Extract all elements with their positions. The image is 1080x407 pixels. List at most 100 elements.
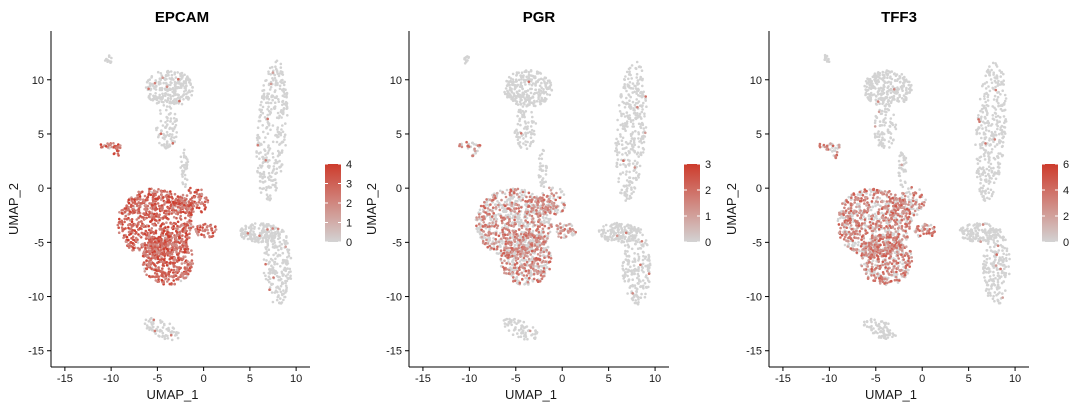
cell-point (639, 90, 643, 94)
cell-point (147, 87, 150, 91)
cell-point (188, 232, 191, 235)
cell-point (175, 227, 179, 230)
cell-point (637, 173, 640, 177)
cell-point (269, 229, 273, 232)
cell-point (604, 231, 607, 235)
cell-point (540, 99, 543, 103)
cell-point (276, 111, 280, 115)
cell-point (273, 291, 277, 294)
cell-point (507, 232, 511, 235)
cell-point (264, 136, 267, 139)
cell-point (255, 136, 259, 140)
cell-point (506, 237, 509, 240)
cell-point (145, 324, 149, 327)
cell-point (261, 161, 265, 165)
cell-point (156, 197, 159, 201)
cell-point (179, 211, 183, 214)
cell-point (531, 140, 535, 143)
cell-point (157, 235, 161, 239)
cell-point (159, 98, 162, 101)
cell-point (531, 326, 535, 329)
cell-point (515, 261, 519, 265)
cell-point (184, 167, 187, 171)
cell-point (156, 255, 159, 259)
cell-point (495, 191, 499, 195)
x-axis-title: UMAP_1 (146, 387, 198, 402)
cell-point (467, 55, 471, 59)
cell-point (505, 262, 509, 265)
cell-point (267, 83, 271, 87)
cell-point (618, 110, 622, 113)
cell-point (285, 259, 289, 262)
cell-point (160, 193, 163, 196)
cell-point (507, 329, 511, 332)
cell-point (639, 285, 642, 289)
cell-point (107, 55, 111, 58)
cell-point (168, 322, 172, 326)
cell-point (271, 140, 275, 144)
cell-point (162, 260, 165, 264)
cell-point (153, 263, 156, 267)
cell-point (639, 151, 643, 154)
cell-point (274, 184, 277, 187)
cell-point (175, 231, 179, 234)
cell-point (481, 229, 485, 233)
cell-point (648, 280, 651, 284)
cell-point (172, 117, 176, 120)
cell-point (528, 101, 532, 104)
cell-point (271, 77, 274, 80)
cell-point (274, 172, 277, 175)
cell-point (524, 131, 527, 135)
cell-point (162, 281, 165, 285)
cell-point (547, 252, 551, 255)
cell-point (277, 237, 280, 241)
cell-point (632, 112, 636, 115)
cell-point (172, 136, 176, 139)
cell-point (150, 227, 154, 230)
cell-point (621, 267, 625, 271)
cell-point (283, 241, 287, 244)
cell-point (185, 178, 189, 182)
cell-point (623, 184, 627, 188)
cell-point (170, 222, 174, 226)
cell-point (186, 160, 190, 164)
cell-point (271, 243, 275, 246)
cell-point (521, 198, 524, 202)
cell-point (519, 236, 523, 239)
cell-point (518, 136, 522, 139)
cell-point (633, 252, 636, 255)
cell-point (284, 291, 287, 294)
cell-point (532, 221, 535, 224)
cell-point (517, 78, 521, 82)
cell-point (163, 92, 167, 96)
cell-point (270, 108, 273, 111)
cell-point (532, 132, 535, 136)
cell-point (172, 89, 176, 92)
cell-point (148, 92, 152, 96)
cell-point (262, 170, 266, 174)
cell-point (495, 252, 499, 255)
cell-point (186, 263, 190, 266)
cell-point (264, 262, 267, 266)
cell-point (129, 227, 133, 231)
cell-point (509, 93, 512, 97)
cell-point (138, 191, 141, 194)
cell-point (183, 197, 186, 200)
cell-point (150, 203, 154, 207)
cell-point (260, 96, 264, 99)
cell-point (546, 245, 550, 249)
cell-point (278, 87, 282, 91)
cell-point (105, 57, 108, 61)
cell-point (480, 215, 484, 219)
cell-point (620, 222, 623, 226)
cell-point (161, 76, 164, 79)
cell-point (527, 257, 531, 261)
cell-point (542, 181, 546, 184)
cell-point (151, 328, 154, 332)
cell-point (505, 317, 509, 321)
cell-point (159, 132, 163, 135)
cell-point (626, 292, 629, 295)
cell-point (629, 265, 632, 269)
cell-point (548, 267, 551, 271)
cell-point (535, 100, 539, 103)
